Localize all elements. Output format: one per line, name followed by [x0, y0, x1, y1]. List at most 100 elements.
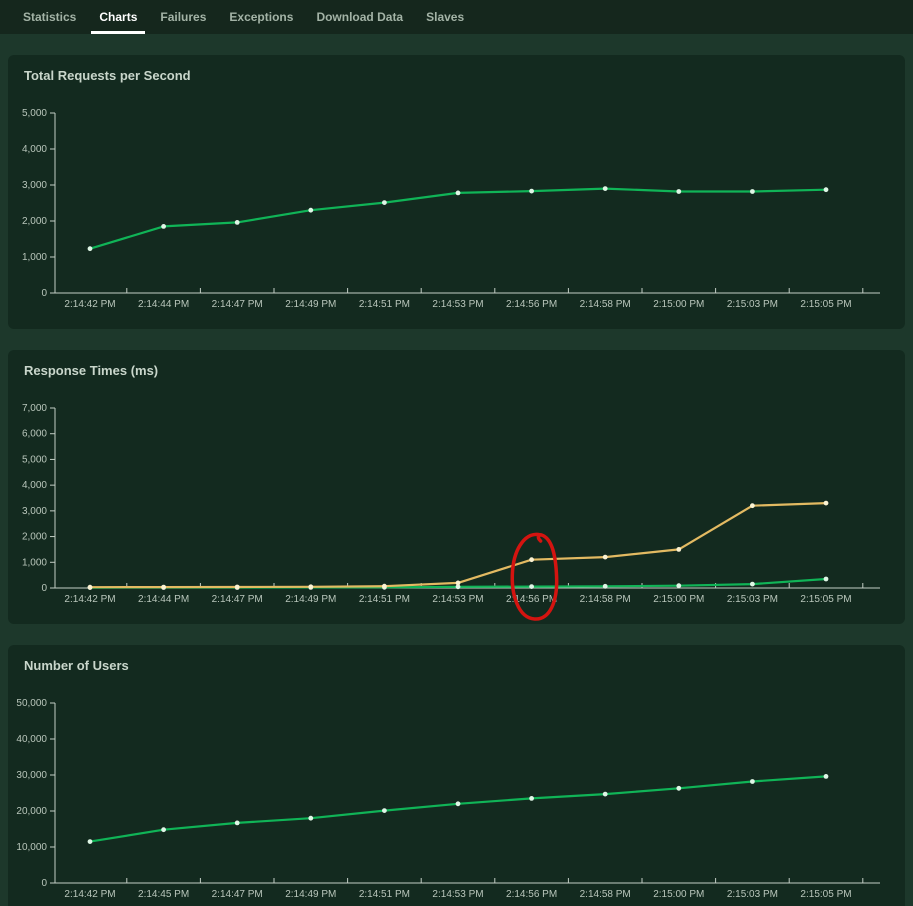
y-tick-label: 4,000: [22, 480, 47, 491]
x-tick-label: 2:14:49 PM: [285, 594, 336, 605]
y-tick-label: 1,000: [22, 252, 47, 263]
x-tick-label: 2:14:47 PM: [212, 889, 263, 900]
x-tick-label: 2:15:03 PM: [727, 594, 778, 605]
data-point: [823, 500, 829, 506]
x-tick-label: 2:14:56 PM: [506, 594, 557, 605]
tab-exceptions[interactable]: Exceptions: [229, 9, 294, 24]
y-tick-label: 30,000: [16, 770, 47, 781]
y-tick-label: 0: [41, 878, 47, 889]
y-tick-label: 10,000: [16, 842, 47, 853]
y-tick-label: 5,000: [22, 454, 47, 465]
tab-slaves[interactable]: Slaves: [426, 9, 465, 24]
panel-number-of-users: Number of Users 0 10,000 20,000 30,000 40,00…: [8, 645, 905, 906]
data-point: [382, 583, 387, 589]
data-point: [161, 224, 167, 229]
x-tick-label: 2:14:53 PM: [432, 594, 483, 605]
y-tick-label: 2,000: [22, 532, 47, 543]
data-point: [529, 796, 534, 801]
data-point: [750, 503, 755, 509]
x-tick-label: 2:14:56 PM: [506, 889, 557, 900]
x-tick-label: 2:14:58 PM: [580, 594, 631, 605]
x-tick-label: 2:14:45 PM: [138, 889, 189, 900]
response-times-chart[interactable]: 0 1,000 2,000 3,000 4,000 5,000 6,000 7,000 2:14…: [8, 396, 905, 621]
data-point: [750, 779, 755, 784]
x-tick-label: 2:15:00 PM: [653, 594, 704, 605]
y-tick-label: 3,000: [22, 180, 47, 191]
x-tick-label: 2:15:05 PM: [800, 889, 851, 900]
data-point: [161, 827, 167, 833]
main-nav: Statistics Charts Failures Exceptions Do…: [0, 0, 913, 34]
data-point: [750, 581, 755, 587]
data-point: [676, 583, 682, 589]
y-tick-label: 0: [41, 288, 47, 299]
series-line-orange: [88, 501, 828, 589]
data-point: [308, 207, 314, 213]
x-tick-label: 2:14:42 PM: [64, 299, 115, 310]
data-point: [161, 584, 167, 590]
x-tick-label: 2:15:05 PM: [800, 594, 851, 605]
x-tick-label: 2:14:53 PM: [432, 299, 483, 310]
x-tick-label: 2:15:00 PM: [653, 299, 704, 310]
y-tick-label: 1,000: [22, 557, 47, 568]
y-tick-label: 5,000: [22, 108, 47, 119]
data-point: [750, 189, 755, 194]
data-point: [529, 557, 534, 563]
data-point: [455, 190, 461, 196]
data-point: [87, 584, 93, 590]
panel-response-times: Response Times (ms) 0 1,000 2,000 3,000 4,00…: [8, 350, 905, 624]
chart-title: Total Requests per Second: [24, 68, 191, 83]
x-tick-label: 2:14:51 PM: [359, 299, 410, 310]
x-tick-label: 2:15:05 PM: [800, 299, 851, 310]
tab-charts[interactable]: Charts: [91, 0, 146, 34]
data-point: [676, 547, 682, 552]
x-tick-label: 2:14:51 PM: [359, 594, 410, 605]
y-tick-label: 7,000: [22, 403, 47, 414]
chart-title: Number of Users: [24, 658, 129, 673]
y-tick-label: 6,000: [22, 429, 47, 440]
data-point: [823, 774, 829, 779]
x-tick-label: 2:14:53 PM: [432, 889, 483, 900]
data-point: [382, 808, 387, 813]
number-of-users-chart[interactable]: 0 10,000 20,000 30,000 40,000 50,000 2:14:42 P…: [8, 691, 905, 906]
data-point: [823, 187, 829, 193]
x-tick-label: 2:15:03 PM: [727, 299, 778, 310]
data-point: [234, 820, 240, 826]
x-tick-label: 2:14:42 PM: [64, 889, 115, 900]
x-tick-label: 2:14:58 PM: [580, 299, 631, 310]
panel-total-requests-per-second: Total Requests per Second 0 1,000 2,000 3,0…: [8, 55, 905, 329]
tab-failures[interactable]: Failures: [160, 9, 207, 24]
y-tick-label: 3,000: [22, 506, 47, 517]
data-point: [382, 200, 387, 205]
x-tick-label: 2:14:42 PM: [64, 594, 115, 605]
data-point: [676, 189, 682, 194]
data-point: [234, 220, 240, 225]
x-tick-label: 2:14:44 PM: [138, 299, 189, 310]
x-tick-label: 2:15:03 PM: [727, 889, 778, 900]
data-point: [87, 246, 93, 252]
y-tick-label: 4,000: [22, 144, 47, 155]
y-tick-label: 40,000: [16, 734, 47, 745]
tab-download-data[interactable]: Download Data: [316, 9, 404, 24]
data-point: [455, 584, 461, 590]
x-tick-label: 2:14:51 PM: [359, 889, 410, 900]
data-point: [455, 580, 461, 586]
y-tick-label: 0: [41, 583, 47, 594]
x-tick-label: 2:14:47 PM: [212, 594, 263, 605]
series-line-green: [88, 187, 828, 250]
tab-statistics[interactable]: Statistics: [23, 9, 77, 24]
x-tick-label: 2:14:56 PM: [506, 299, 557, 310]
data-point: [87, 839, 93, 844]
total-requests-chart[interactable]: 0 1,000 2,000 3,000 4,000 5,000 2:14:42 PM 2:14…: [8, 101, 905, 323]
chart-title: Response Times (ms): [24, 363, 159, 378]
data-point: [455, 801, 461, 807]
y-tick-label: 20,000: [16, 806, 47, 817]
data-point: [234, 584, 240, 590]
data-point: [602, 791, 608, 797]
data-point: [676, 785, 682, 791]
data-point: [308, 815, 314, 821]
series-line-green: [88, 775, 828, 843]
x-tick-label: 2:15:00 PM: [653, 889, 704, 900]
data-point: [602, 186, 608, 191]
charts-page: Total Requests per Second 0 1,000 2,000 3,0…: [0, 34, 913, 906]
x-tick-label: 2:14:47 PM: [212, 299, 263, 310]
